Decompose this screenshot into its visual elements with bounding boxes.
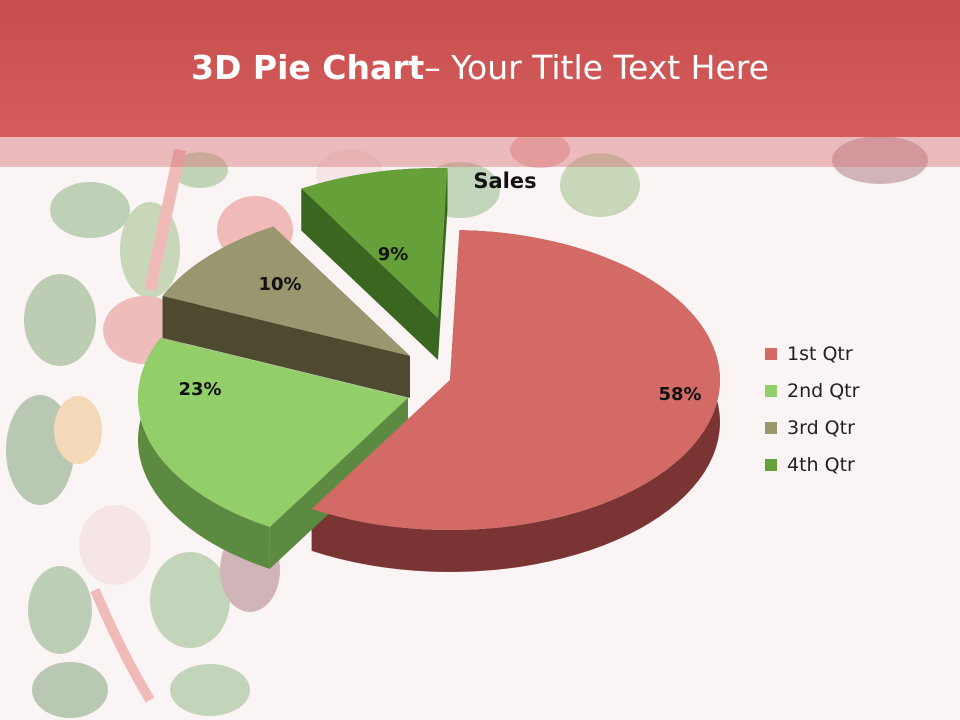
data-label-2: 23%: [178, 379, 221, 400]
legend-item: 4th Qtr: [765, 446, 859, 483]
header-band: [0, 137, 960, 167]
page-title: 3D Pie Chart– Your Title Text Here: [0, 48, 960, 87]
title-rest: – Your Title Text Here: [424, 48, 769, 87]
data-label-3: 10%: [258, 274, 301, 295]
data-label-1: 58%: [658, 384, 701, 405]
slice-1: [311, 230, 720, 530]
chart-legend: 1st Qtr 2nd Qtr 3rd Qtr 4th Qtr: [765, 335, 859, 483]
legend-label: 2nd Qtr: [787, 379, 860, 402]
legend-item: 1st Qtr: [765, 335, 859, 372]
slice-rim-2: [137, 337, 270, 569]
slice-wall-start-4: [301, 188, 438, 360]
legend-label: 4th Qtr: [787, 453, 855, 476]
slice-3: [162, 226, 410, 356]
legend-label: 3rd Qtr: [787, 416, 855, 439]
legend-swatch: [765, 421, 777, 434]
slice-wall-end-4: [438, 168, 448, 360]
legend-label: 1st Qtr: [787, 342, 853, 365]
slice-rim-1: [311, 230, 720, 572]
legend-item: 3rd Qtr: [765, 409, 859, 446]
data-label-4: 9%: [378, 244, 409, 265]
legend-item: 2nd Qtr: [765, 372, 859, 409]
header-bar: [0, 0, 960, 137]
title-bold: 3D Pie Chart: [191, 48, 425, 87]
legend-swatch: [765, 384, 777, 397]
slice-4: [301, 168, 448, 318]
slice-2: [137, 337, 408, 527]
slice-wall-start-3: [162, 295, 410, 398]
legend-swatch: [765, 458, 777, 471]
legend-swatch: [765, 347, 777, 360]
slice-wall-start-2: [269, 398, 408, 569]
chart-title: Sales: [473, 169, 537, 193]
